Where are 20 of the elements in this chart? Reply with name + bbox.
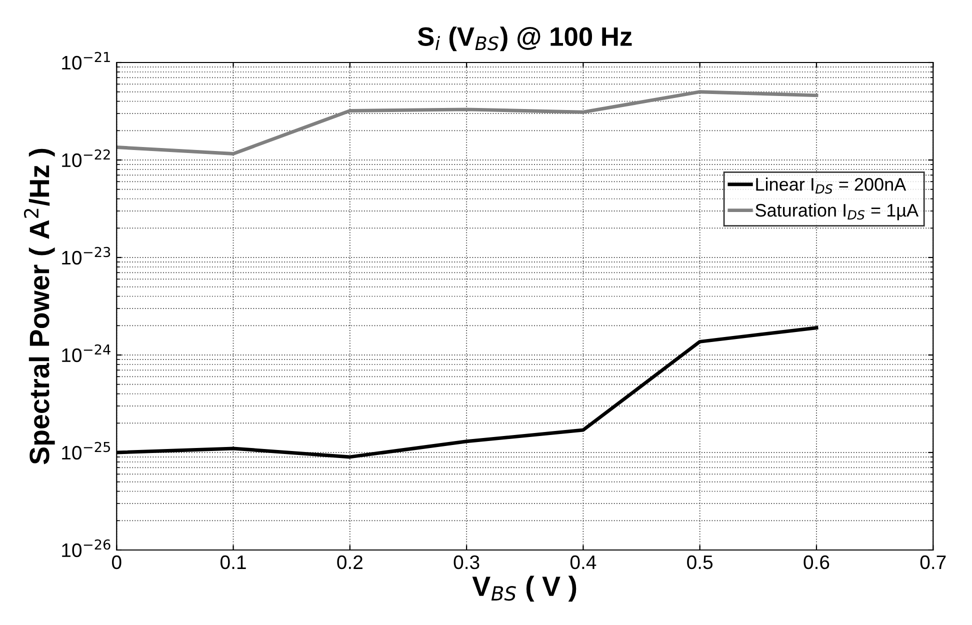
line-series [116, 90, 818, 156]
x-tick-label: 0 [112, 555, 122, 570]
x-tick-label: 0.2 [337, 555, 362, 570]
y-tick-label: 10$^{−24}$ [62, 344, 110, 362]
x-tick-label: 0.1 [220, 555, 246, 570]
y-tick-label: 10$^{−21}$ [62, 52, 110, 70]
x-tick-label: 0.5 [687, 555, 713, 570]
chart-title: S$_{i}$ (V$_{BS}$) @ 100 Hz [418, 26, 632, 52]
y-tick-label: 10$^{−22}$ [62, 149, 110, 168]
x-tick-label: 0.4 [570, 555, 596, 570]
x-tick-label: 0.7 [920, 555, 946, 570]
y-tick-label: 10$^{−26}$ [62, 539, 110, 558]
x-axis-title: V$_{BS}$ ( V ) [472, 576, 576, 602]
y-tick-label: 10$^{−23}$ [62, 246, 110, 265]
x-tick-label: 0.6 [804, 555, 830, 570]
y-axis-title: Spectral Power ( A$^{2}$/Hz ) [24, 148, 55, 464]
y-tick-label: 10$^{−25}$ [62, 442, 110, 460]
legend-label: Saturation I$_{DS}$ = 1µA [756, 203, 919, 220]
legend-label: Linear I$_{DS}$ = 200nA [756, 177, 906, 194]
x-tick-label: 0.3 [454, 555, 480, 570]
